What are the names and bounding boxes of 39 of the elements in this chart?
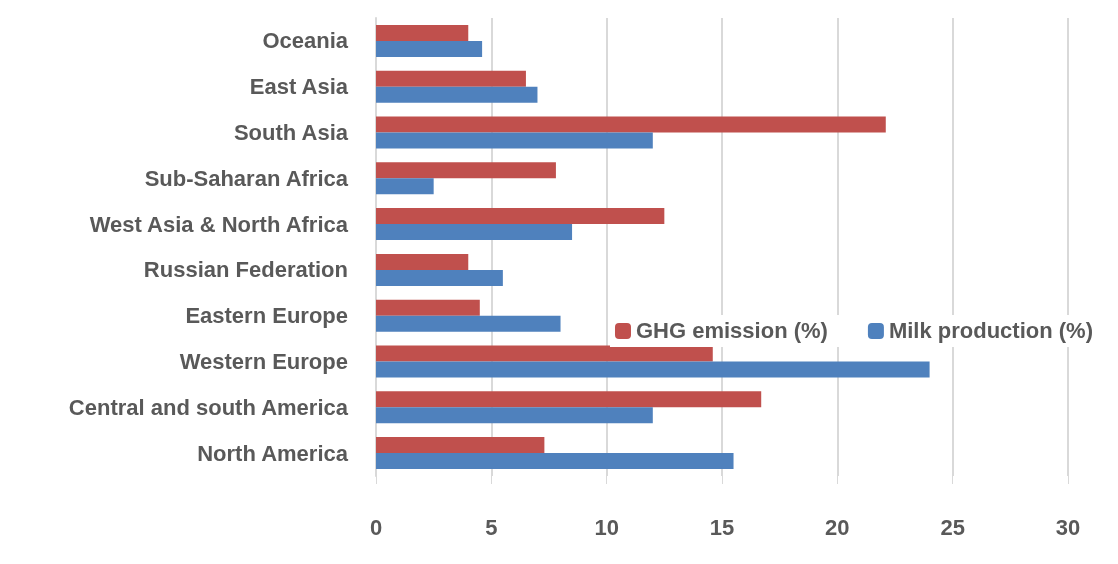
bar	[376, 269, 503, 286]
y-tick-label: Eastern Europe	[185, 303, 348, 329]
bar	[376, 70, 526, 87]
x-tick-label: 5	[485, 514, 498, 540]
legend-label: GHG emission (%)	[635, 318, 828, 344]
x-tick-label: 0	[369, 514, 383, 540]
legend-label: Milk production (%)	[888, 318, 1093, 344]
bar	[376, 24, 469, 41]
y-tick-label: Russian Federation	[143, 257, 348, 283]
bar	[376, 315, 561, 332]
bar	[376, 178, 434, 195]
bar	[376, 253, 469, 270]
x-tick-label: 20	[825, 514, 850, 540]
bar	[376, 116, 886, 133]
bar	[376, 162, 556, 179]
bar	[376, 40, 483, 57]
bar	[376, 224, 573, 241]
y-tick-label: Oceania	[262, 28, 349, 54]
y-tick-label: West Asia & North Africa	[89, 211, 349, 237]
bar	[376, 86, 538, 103]
y-tick-label: Sub-Saharan Africa	[144, 165, 349, 191]
bar	[376, 391, 762, 408]
x-tick-label: 25	[940, 514, 965, 540]
bar	[376, 453, 734, 470]
y-tick-label: East Asia	[249, 74, 349, 100]
bar	[376, 299, 480, 316]
y-tick-label: South Asia	[233, 120, 349, 145]
bar	[376, 361, 930, 378]
bar	[376, 407, 653, 424]
bar	[376, 132, 653, 149]
y-tick-label: Western Europe	[179, 349, 348, 374]
x-tick-label: 30	[1055, 514, 1081, 540]
bar	[376, 208, 665, 225]
x-tick-label: 15	[709, 514, 735, 540]
bar	[376, 437, 545, 454]
bar	[376, 345, 713, 362]
x-tick-label: 10	[594, 514, 619, 540]
y-tick-label: North America	[197, 440, 349, 466]
y-tick-label: Central and south America	[68, 394, 349, 420]
